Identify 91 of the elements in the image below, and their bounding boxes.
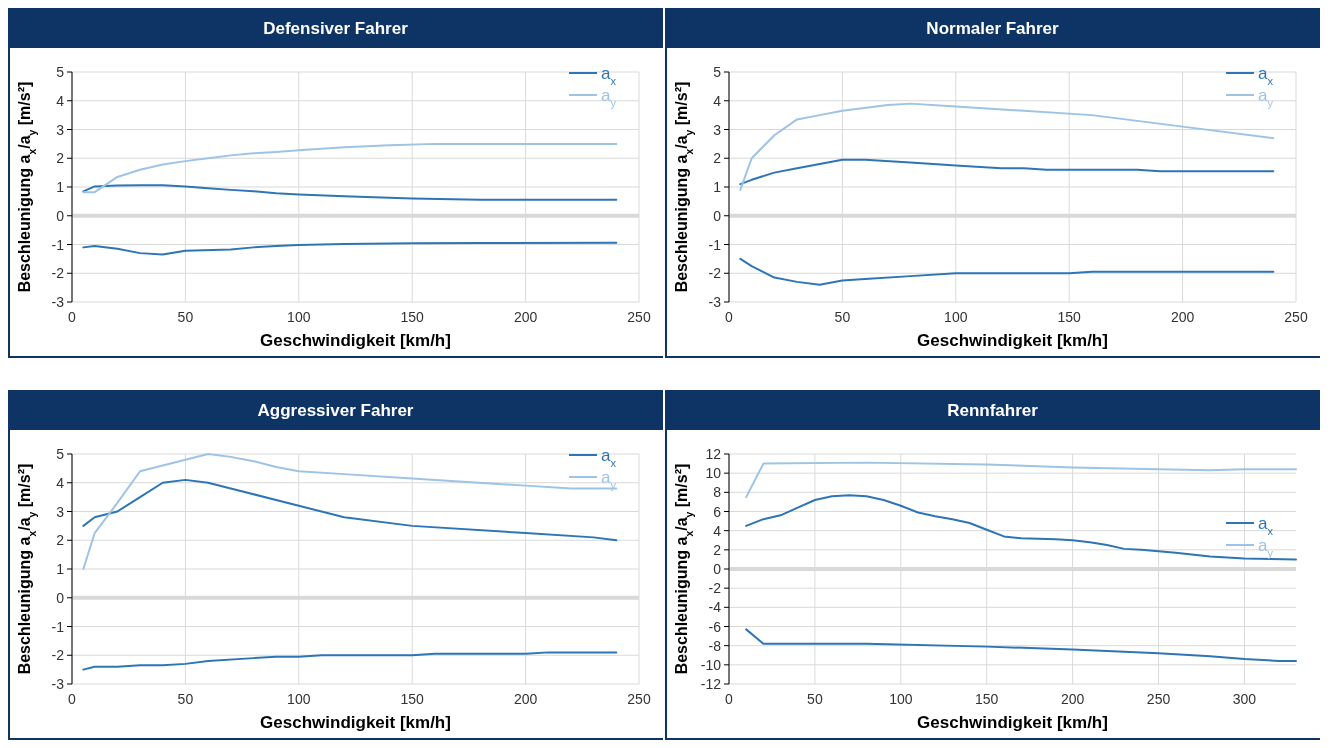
y-tick-label: 3 (56, 503, 65, 520)
y-tick-label: 4 (56, 92, 65, 109)
x-axis-title: Geschwindigkeit [km/h] (917, 713, 1108, 732)
x-tick-label: 200 (513, 309, 538, 325)
chart-title: Defensiver Fahrer (263, 19, 409, 38)
y-tick-label: 1 (713, 179, 722, 195)
x-tick-label: 50 (177, 691, 194, 707)
legend-label: a$_{x}$ (601, 64, 617, 87)
legend-label: a$_{y}$ (1258, 536, 1274, 559)
line-series (82, 142, 618, 194)
y-tick-label: -2 (708, 580, 722, 597)
y-tick-label: -4 (708, 599, 722, 616)
legend-label: a$_{x}$ (1258, 514, 1274, 537)
legend-label: a$_{y}$ (1258, 86, 1274, 109)
x-tick-label: 0 (725, 309, 734, 325)
y-tick-label: 8 (713, 484, 722, 501)
y-tick-label: 2 (713, 541, 722, 558)
y-tick-label: 2 (56, 150, 65, 167)
legend-label: a$_{x}$ (1258, 64, 1274, 87)
y-tick-label: 2 (713, 150, 722, 167)
x-tick-label: 100 (287, 691, 311, 707)
y-tick-label: 4 (56, 474, 65, 491)
y-tick-label: 3 (713, 121, 722, 138)
y-tick-label: -8 (708, 637, 722, 654)
x-tick-label: 50 (177, 309, 194, 325)
y-tick-label: -3 (51, 676, 65, 692)
x-tick-label: 200 (513, 691, 538, 707)
y-tick-label: 1 (56, 561, 65, 577)
y-tick-label: 0 (56, 207, 65, 224)
line-series (745, 461, 1297, 499)
y-tick-label: -2 (51, 647, 65, 664)
y-tick-label: 0 (713, 561, 722, 577)
y-tick-label: -6 (708, 618, 722, 635)
x-tick-label: 150 (975, 691, 999, 707)
y-tick-label: 10 (705, 465, 722, 482)
x-tick-label: 200 (1170, 309, 1195, 325)
x-axis-title: Geschwindigkeit [km/h] (260, 331, 451, 350)
y-tick-label: 6 (713, 503, 722, 520)
y-tick-label: -2 (51, 265, 65, 282)
x-axis-title: Geschwindigkeit [km/h] (260, 713, 451, 732)
x-tick-label: 100 (889, 691, 913, 707)
y-tick-label: -1 (51, 618, 65, 635)
y-tick-label: 4 (713, 522, 722, 539)
x-tick-label: 200 (1060, 691, 1085, 707)
x-tick-label: 250 (627, 691, 651, 707)
legend-label: a$_{y}$ (601, 86, 617, 109)
x-tick-label: 150 (400, 691, 425, 707)
chart-title: Rennfahrer (947, 401, 1039, 420)
x-tick-label: 0 (68, 309, 77, 325)
y-tick-label: 0 (56, 589, 65, 606)
y-tick-label: -12 (700, 676, 722, 692)
y-tick-label: 0 (713, 207, 722, 224)
line-series (82, 241, 618, 256)
y-tick-label: 5 (56, 446, 65, 462)
y-tick-label: -2 (708, 265, 722, 282)
legend-label: a$_{x}$ (601, 446, 617, 469)
line-series (739, 102, 1275, 191)
y-tick-label: -3 (51, 294, 65, 310)
y-tick-label: -1 (708, 236, 722, 253)
y-tick-label: 1 (56, 179, 65, 195)
y-tick-label: 12 (705, 446, 722, 462)
x-tick-label: 250 (1146, 691, 1171, 707)
x-tick-label: 50 (834, 309, 851, 325)
y-tick-label: -10 (700, 656, 722, 673)
x-tick-label: 100 (287, 309, 311, 325)
x-axis-title: Geschwindigkeit [km/h] (917, 331, 1108, 350)
x-tick-label: 0 (68, 691, 77, 707)
y-tick-label: -1 (51, 236, 65, 253)
x-tick-label: 50 (807, 691, 823, 707)
line-series (82, 184, 618, 201)
line-series (739, 257, 1275, 286)
line-series (82, 651, 618, 671)
y-tick-label: 5 (713, 64, 722, 80)
chart-title: Aggressiver Fahrer (257, 401, 414, 420)
x-tick-label: 0 (725, 691, 734, 707)
line-series (739, 158, 1275, 186)
x-tick-label: 300 (1232, 691, 1257, 707)
line-series (745, 628, 1297, 662)
x-tick-label: 150 (400, 309, 425, 325)
y-tick-label: 3 (56, 121, 65, 138)
y-tick-label: 5 (56, 64, 65, 80)
chart-title: Normaler Fahrer (926, 19, 1060, 38)
y-tick-label: 4 (713, 92, 722, 109)
x-tick-label: 250 (1284, 309, 1308, 325)
y-tick-label: -3 (708, 294, 722, 310)
line-series (745, 494, 1297, 561)
x-tick-label: 250 (627, 309, 651, 325)
x-tick-label: 150 (1057, 309, 1082, 325)
line-series (82, 453, 618, 570)
y-tick-label: 2 (56, 532, 65, 549)
x-tick-label: 100 (944, 309, 968, 325)
